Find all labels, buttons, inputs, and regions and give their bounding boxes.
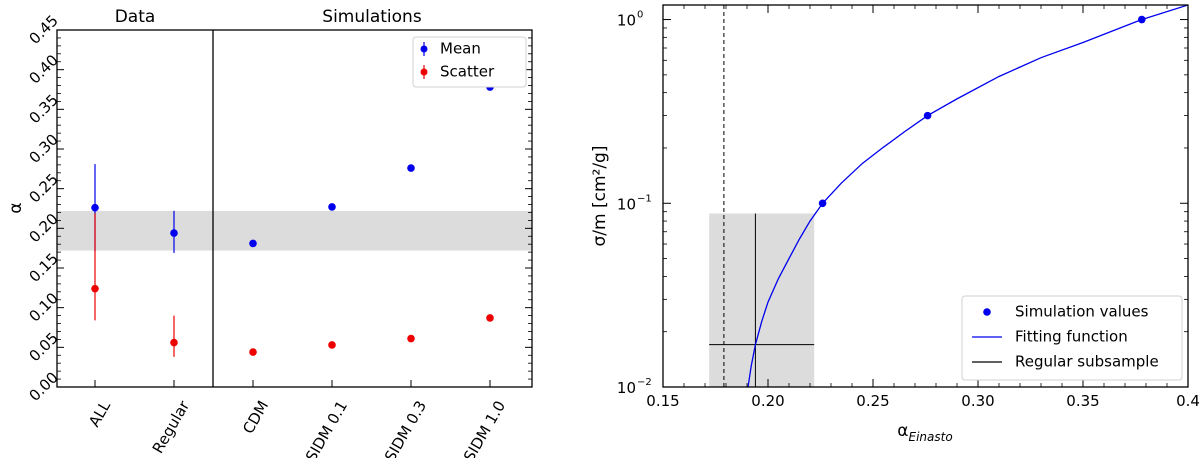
category-label: CDM	[239, 398, 272, 437]
right-ytick-label: 10 −1	[617, 193, 652, 213]
legend-entry-simulation: Simulation values	[1015, 303, 1149, 321]
legend-point-marker	[420, 45, 428, 53]
legend-entry-regular: Regular subsample	[1015, 353, 1159, 371]
right-xtick-label: 0.15	[646, 392, 679, 410]
simulation-point	[818, 199, 827, 208]
right-legend-box	[961, 295, 1183, 381]
mean-point	[328, 203, 336, 211]
legend-point-marker	[420, 68, 428, 76]
right-legend: Simulation values Fitting function Regular…	[961, 295, 1183, 381]
right-panel: 0.15 0.20 0.25 0.30 0.35 0.410−210−110 0αEinas…	[590, 4, 1200, 444]
ytick-base: 10	[617, 195, 636, 213]
right-xtick-label: 0.25	[856, 392, 889, 410]
ytick-exponent: −2	[637, 377, 652, 388]
mean-point	[249, 239, 257, 248]
category-label: Regular	[149, 397, 194, 457]
category-label: ALL	[85, 397, 114, 430]
left-panel: 0.000.050.100.150.200.250.300.350.400.45…	[6, 7, 533, 458]
right-xtick-label: 0.4	[1176, 392, 1200, 410]
section-title-data: Data	[115, 7, 156, 27]
left-legend-box	[412, 36, 527, 88]
legend-entry-fit: Fitting function	[1015, 328, 1128, 346]
ytick-exponent: 0	[637, 10, 643, 21]
right-ylabel: σ/m [cm²/g]	[590, 146, 610, 247]
mean-point	[170, 229, 178, 237]
right-xtick-label: 0.35	[1066, 392, 1099, 410]
scatter-point	[486, 314, 494, 322]
right-xlabel: αEinasto	[897, 421, 952, 444]
right-axes-frame	[662, 4, 1189, 388]
simulation-point	[1138, 15, 1146, 24]
xlabel-main: α	[897, 421, 908, 441]
left-legend: Mean Scatter	[412, 36, 527, 88]
left-axes-frame	[56, 29, 533, 388]
scatter-point	[91, 284, 99, 293]
ytick-base: 10	[617, 379, 636, 397]
scatter-point	[249, 348, 257, 356]
scatter-point	[328, 341, 336, 349]
legend-entry-scatter: Scatter	[440, 63, 495, 81]
ytick-base: 10	[617, 12, 636, 30]
right-xtick-label: 0.20	[751, 392, 784, 410]
category-label: SIDM 0.1	[302, 398, 351, 458]
section-title-simulations: Simulations	[322, 7, 422, 27]
regular-band	[709, 213, 815, 387]
simulation-point	[923, 111, 932, 120]
right-ytick-label: 10 0	[617, 10, 643, 30]
xlabel-subscript: Einasto	[909, 430, 953, 444]
scatter-point	[170, 338, 178, 347]
fitting-function-line	[747, 5, 1188, 387]
scatter-point	[407, 334, 415, 343]
right-ytick-label: 10 −2	[617, 377, 652, 397]
left-ylabel: α	[6, 202, 26, 213]
mean-point	[407, 164, 415, 172]
mean-point	[91, 203, 99, 212]
legend-entry-mean: Mean	[440, 40, 481, 58]
category-label: SIDM 0.3	[381, 398, 430, 458]
legend-sim-marker	[983, 308, 991, 316]
category-label: SIDM 1.0	[460, 398, 509, 458]
alpha-band	[57, 210, 532, 251]
right-xtick-label: 0.30	[961, 392, 994, 410]
ytick-exponent: −1	[637, 193, 652, 204]
